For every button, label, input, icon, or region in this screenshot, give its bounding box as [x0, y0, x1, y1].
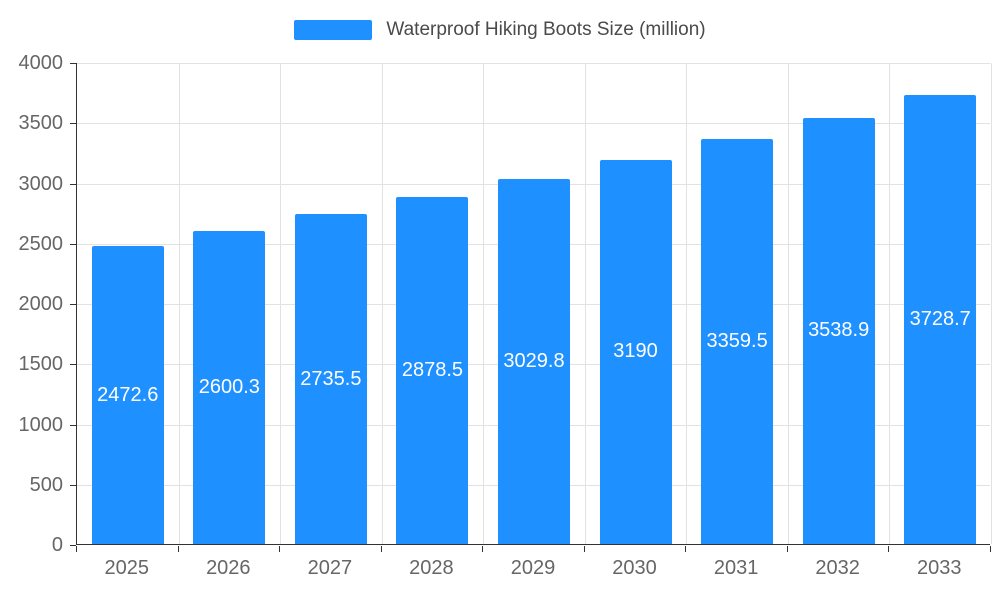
- gridline-horizontal: [77, 123, 990, 125]
- y-axis-tick-label: 3500: [18, 112, 64, 135]
- gridline-vertical: [280, 63, 282, 544]
- bar-value-label: 3190: [613, 340, 658, 363]
- x-axis-tick-label: 2028: [409, 557, 454, 579]
- bar-2027: 2735.5: [294, 214, 367, 544]
- gridline-vertical: [483, 63, 485, 544]
- x-axis-tick-label: 2026: [206, 557, 251, 579]
- x-axis-tick-label: 2033: [916, 557, 962, 579]
- x-axis-tick: [685, 546, 687, 552]
- y-axis-tick: [70, 304, 76, 305]
- bar-value-label: 2735.5: [300, 367, 362, 390]
- x-axis: 2025 2026 2027 2028 2029 2030 2031 2032 2033: [76, 546, 991, 590]
- y-axis-tick: [70, 484, 76, 486]
- gridline-vertical: [991, 63, 992, 544]
- legend-swatch: [294, 20, 373, 40]
- bar-value-label: 3029.8: [503, 349, 565, 372]
- x-axis-tick: [76, 546, 77, 552]
- y-axis-tick: [70, 545, 76, 546]
- x-axis-tick: [380, 546, 382, 552]
- chart-title: Waterproof Hiking Boots Size (million): [386, 19, 706, 40]
- y-axis-tick: [70, 424, 76, 426]
- x-axis-tick-label: 2025: [104, 557, 150, 579]
- bar-value-label: 2600.3: [198, 375, 260, 398]
- x-axis-tick: [279, 546, 281, 552]
- x-axis-tick-label: 2032: [815, 557, 860, 579]
- bar-value-label: 3538.9: [808, 319, 870, 342]
- bar-2028: 2878.5: [396, 197, 469, 544]
- x-axis-tick-label: 2029: [510, 557, 556, 579]
- x-axis-tick-label: 2031: [713, 557, 759, 579]
- x-axis-tick-label: 2027: [307, 557, 353, 579]
- y-axis-tick-label: 500: [29, 473, 63, 496]
- y-axis-tick-label: 4000: [18, 52, 64, 74]
- gridline-vertical: [889, 63, 891, 544]
- y-axis-tick-label: 2000: [18, 293, 64, 315]
- x-axis-tick: [482, 546, 484, 552]
- bar-2032: 3538.9: [802, 117, 875, 544]
- bar-2029: 3029.8: [498, 178, 570, 544]
- y-axis-tick: [70, 63, 76, 64]
- y-axis-tick-label: 0: [51, 534, 63, 556]
- y-axis-tick-label: 3000: [18, 172, 64, 195]
- x-axis-tick: [888, 546, 890, 552]
- bar-value-label: 2472.6: [97, 383, 159, 406]
- y-axis-tick: [70, 243, 76, 245]
- x-axis-tick-label: 2030: [612, 557, 657, 579]
- x-axis-tick: [583, 546, 585, 552]
- gridline-horizontal: [77, 63, 990, 64]
- legend[interactable]: Waterproof Hiking Boots Size (million): [0, 18, 1000, 42]
- plot-area: 2472.6 2600.3 2735.5 2878.5 3029.8 3190 3359.5…: [76, 63, 992, 545]
- bar-value-label: 3728.7: [909, 307, 971, 330]
- gridline-vertical: [787, 63, 789, 544]
- bar-value-label: 3359.5: [706, 330, 768, 353]
- gridline-vertical: [686, 63, 688, 544]
- y-axis-tick-label: 2500: [18, 232, 64, 255]
- gridline-vertical: [178, 63, 180, 544]
- y-axis-tick: [70, 183, 76, 185]
- bar-value-label: 2878.5: [401, 359, 464, 382]
- y-axis-tick: [70, 364, 76, 366]
- y-axis-tick-label: 1000: [18, 413, 64, 436]
- x-axis-tick: [177, 546, 179, 552]
- x-axis-tick: [786, 546, 788, 552]
- y-axis-tick-label: 1500: [18, 353, 64, 376]
- bar-2033: 3728.7: [904, 94, 977, 544]
- bar-2030: 3190: [599, 159, 672, 544]
- gridline-vertical: [381, 63, 383, 544]
- x-axis-tick: [990, 546, 991, 552]
- bar-2026: 2600.3: [193, 230, 266, 544]
- bar-2025: 2472.6: [91, 246, 164, 544]
- y-axis-tick: [70, 123, 76, 125]
- bar-2031: 3359.5: [701, 139, 774, 544]
- y-axis: 0 500 1000 1500 2000 2500 3000 3500 4000: [0, 52, 76, 556]
- gridline-vertical: [584, 63, 586, 544]
